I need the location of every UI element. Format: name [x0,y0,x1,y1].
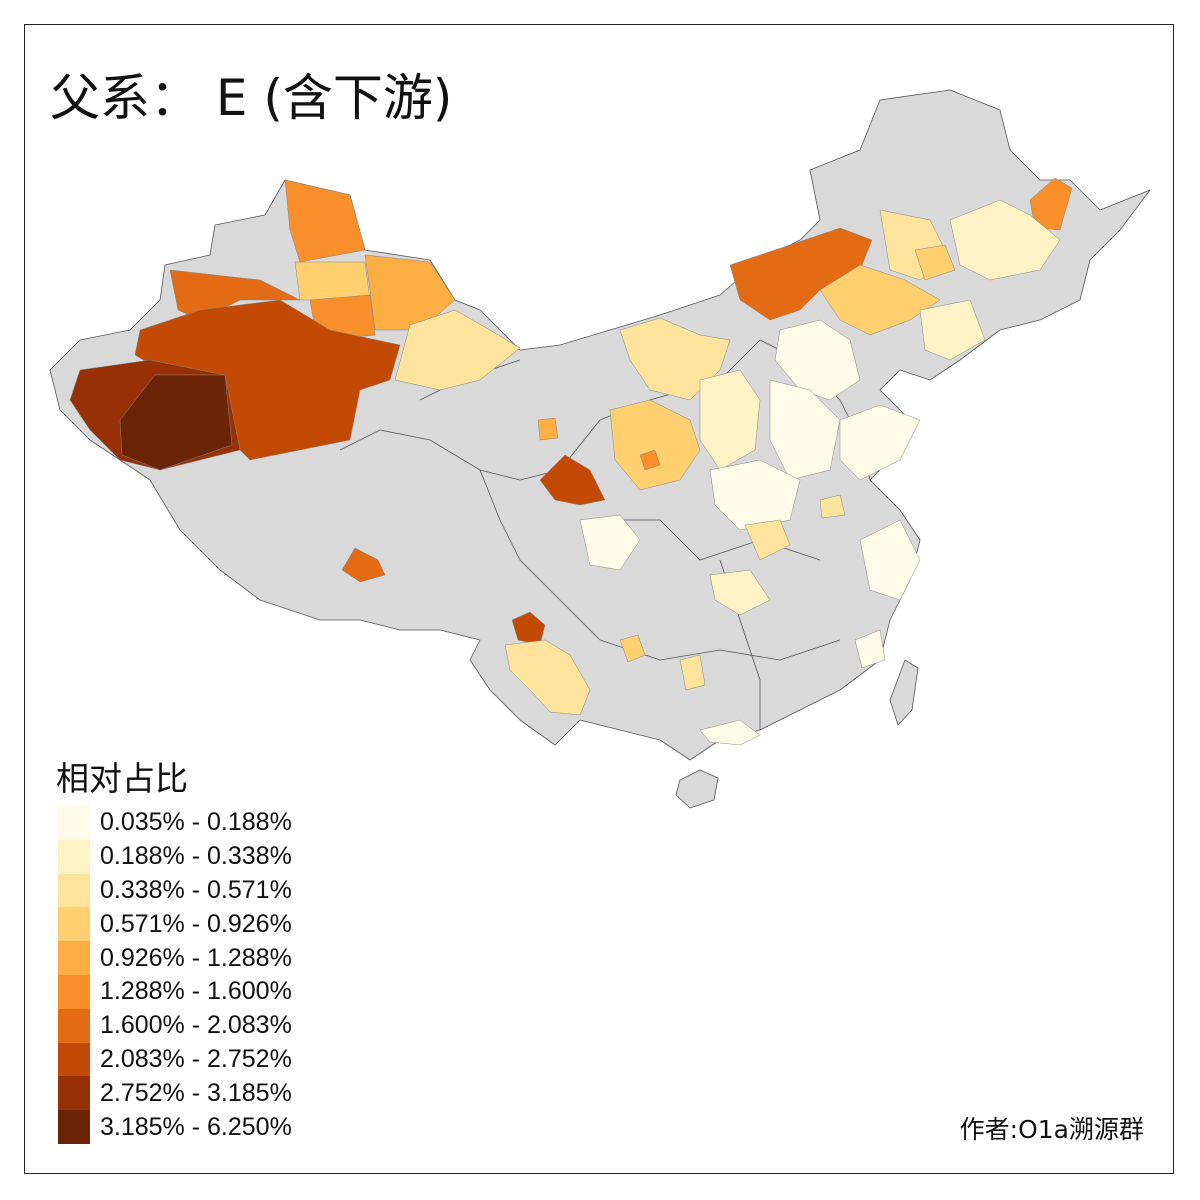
legend-row: 0.035% - 0.188% [58,806,292,840]
region-hotan [119,374,233,471]
region-xinjiang-north [284,179,366,263]
legend-swatch [58,1008,90,1043]
region-liaoning [919,299,986,361]
legend-row: 1.288% - 1.600% [58,974,292,1009]
legend-swatch [58,1110,90,1144]
region-hubei [709,569,771,616]
region-anhui-spot [819,494,846,519]
region-yunnan [504,639,591,716]
region-xinjiang-mid [294,261,371,301]
region-jiangsu [859,519,921,601]
region-qinghai-spot [537,417,559,441]
legend: 0.035% - 0.188% 0.188% - 0.338% 0.338% -… [58,806,292,1144]
taiwan [889,659,919,726]
region-guangdong [699,719,761,746]
region-jilin-spot [914,244,956,281]
legend-row: 2.752% - 3.185% [58,1076,292,1111]
region-shaanxi [609,399,701,491]
legend-label: 0.188% - 0.338% [100,842,292,871]
legend-swatch [58,873,90,908]
region-fujian [854,629,886,669]
legend-swatch [58,1042,90,1077]
legend-swatch [58,907,90,942]
map-title: 父系： E (含下游) [50,69,453,127]
data-regions [69,177,1073,746]
map-frame [24,24,1174,1174]
author-credit: 作者:O1a溯源群 [959,1115,1144,1144]
region-shanxi [699,369,761,471]
region-guizhou-spot [619,634,646,663]
legend-title: 相对占比 [56,759,188,798]
region-hebei [769,379,841,481]
region-yunnan-nw [511,611,546,646]
legend-swatch [58,1076,90,1111]
region-sichuan-east [579,514,641,571]
legend-row: 2.083% - 2.752% [58,1042,292,1077]
legend-label: 3.185% - 6.250% [100,1112,292,1141]
region-tibet-spot [341,547,386,583]
legend-label: 2.752% - 3.185% [100,1078,292,1107]
legend-label: 0.926% - 1.288% [100,943,292,972]
legend-row: 0.926% - 1.288% [58,941,292,975]
region-heilongjiang [949,199,1061,281]
region-shandong [839,404,921,481]
legend-swatch [58,839,90,874]
legend-label: 2.083% - 2.752% [100,1044,292,1073]
legend-swatch [58,941,90,975]
legend-label: 1.600% - 2.083% [100,1011,292,1040]
region-gansu-south [539,454,606,506]
legend-row: 0.338% - 0.571% [58,873,292,908]
region-shaanxi-spot [639,449,661,471]
legend-label: 1.288% - 1.600% [100,977,292,1006]
legend-row: 3.185% - 6.250% [58,1110,292,1144]
legend-swatch [58,974,90,1009]
region-hami [394,309,521,391]
legend-label: 0.338% - 0.571% [100,875,292,904]
region-henan [709,459,801,531]
legend-row: 0.188% - 0.338% [58,839,292,874]
legend-swatch [58,806,90,840]
legend-row: 1.600% - 2.083% [58,1008,292,1043]
legend-label: 0.571% - 0.926% [100,909,292,938]
region-guangxi-spot [679,654,706,691]
region-beijing-area [774,319,861,401]
hainan [675,769,719,809]
legend-label: 0.035% - 0.188% [100,808,292,837]
region-hunan-spot [744,519,791,561]
legend-row: 0.571% - 0.926% [58,907,292,942]
region-xinjiang-west [169,269,301,321]
